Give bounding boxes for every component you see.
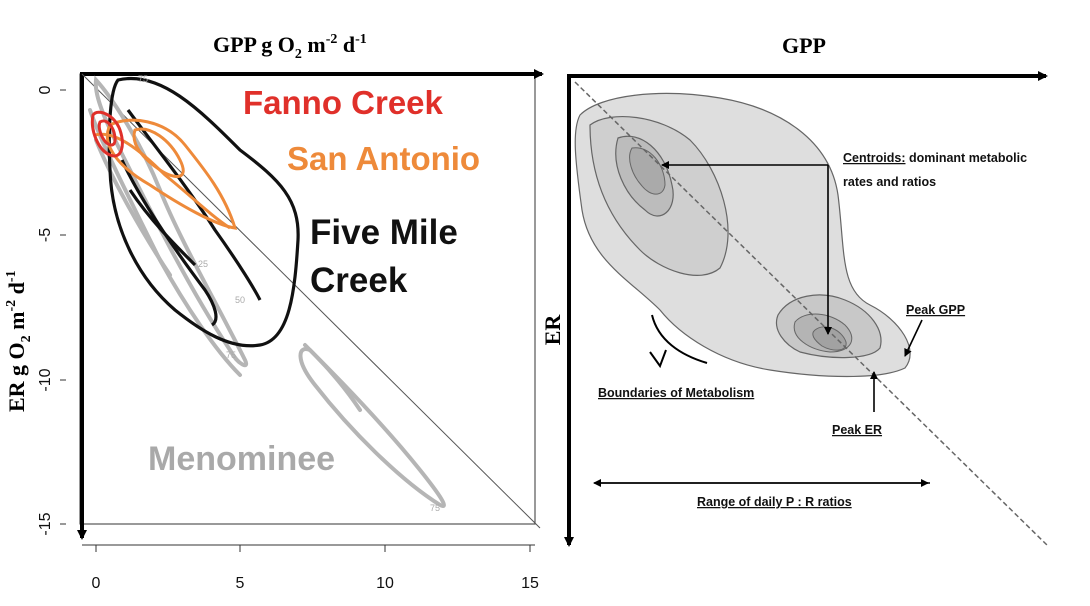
series-label-san-antonio: San Antonio (287, 140, 480, 177)
x-tick-0: 0 (92, 575, 101, 592)
range-label: Range of daily P : R ratios (697, 495, 852, 509)
centroid-arrows (661, 161, 832, 335)
series-label-five-mile-line2: Creek (310, 261, 408, 300)
right-x-axis-title: GPP (782, 33, 826, 58)
contour-label-75-top: 75 (138, 74, 148, 84)
y-tick-neg15: -15 (37, 512, 54, 535)
y-tick-neg5: -5 (37, 228, 54, 242)
left-x-axis-title: GPP g O2 m-2 d-1 (213, 32, 367, 62)
centroids-annotation-line2: rates and ratios (843, 175, 936, 189)
lower-cluster-inner (812, 326, 847, 351)
contour-label-25: 25 (198, 259, 208, 269)
x-tick-15: 15 (521, 575, 539, 592)
centroids-annotation-line1: Centroids: dominant metabolic (843, 151, 1027, 165)
x-tick-10: 10 (376, 575, 394, 592)
five-mile-contours (107, 76, 300, 348)
peak-gpp-label: Peak GPP (906, 303, 965, 317)
fanno-creek-contours (90, 110, 124, 158)
contour-label-75-mid: 75 (226, 350, 236, 360)
peak-gpp-arrow (904, 319, 923, 357)
peak-er-label: Peak ER (832, 423, 882, 437)
series-label-menominee: Menominee (148, 440, 335, 478)
left-x-ticks (82, 544, 535, 552)
series-label-fanno-creek: Fanno Creek (243, 84, 444, 121)
core-region (629, 147, 666, 195)
boundaries-arrowhead (649, 349, 667, 369)
left-y-ticks (60, 89, 66, 525)
x-tick-5: 5 (236, 575, 245, 592)
boundaries-label: Boundaries of Metabolism (598, 386, 754, 400)
y-tick-0: 0 (37, 85, 54, 94)
dashed-one-to-one (574, 81, 1049, 547)
right-panel: Centroids: dominant metabolic rates and … (540, 33, 1049, 547)
series-label-five-mile-line1: Five Mile (310, 213, 458, 252)
contour-label-50: 50 (235, 295, 245, 305)
right-y-axis-title: ER (540, 314, 565, 346)
left-y-axis-title: ER g O2 m-2 d-1 (4, 270, 34, 412)
boundaries-curve (651, 314, 708, 364)
contour-label-75-bottom: 75 (430, 503, 440, 513)
y-tick-neg10: -10 (37, 368, 54, 391)
left-panel: 75 25 50 75 75 Fanno Creek San Antonio F… (4, 32, 544, 592)
